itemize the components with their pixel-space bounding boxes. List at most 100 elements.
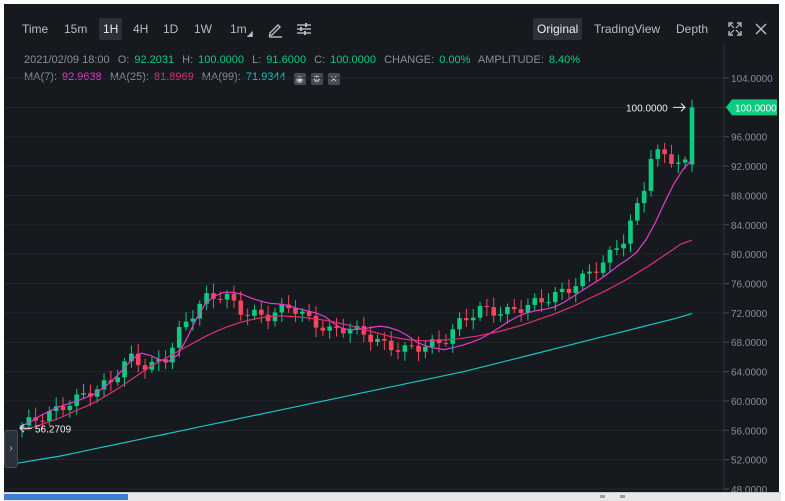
time-tab[interactable]: Time <box>22 22 49 36</box>
change-label: CHANGE: <box>384 54 435 66</box>
candle-down <box>464 318 469 321</box>
candle-up <box>457 318 462 330</box>
candle-up <box>423 346 428 352</box>
candle-down <box>341 328 346 334</box>
interval-1d[interactable]: 1D <box>163 22 179 36</box>
view-tradingview[interactable]: TradingView <box>594 22 661 36</box>
candle-up <box>122 361 127 378</box>
candle-down <box>539 298 544 303</box>
fullscreen-icon[interactable] <box>724 18 746 40</box>
candle-up <box>327 326 332 331</box>
ma-info-row: MA(7): 92.9638 MA(25): 81.8969 MA(99): 71.9… <box>24 71 345 85</box>
scrollbar-grip <box>620 495 625 498</box>
candle-date: 2021/02/09 18:00 <box>24 54 110 66</box>
candle-up <box>600 262 606 273</box>
candle-up <box>67 405 73 411</box>
candle-down <box>313 315 319 328</box>
low-value: 91.6000 <box>266 54 307 66</box>
candle-down <box>135 353 141 366</box>
candle-down <box>484 305 490 308</box>
low-marker-arrow-icon <box>19 423 32 433</box>
high-label: H: <box>182 54 194 66</box>
scrollbar-grip <box>600 495 605 498</box>
open-label: O: <box>117 54 130 66</box>
chart-toolbar: Time 15m 1H 4H 1D 1W 1m◢ Original Tradin… <box>4 4 779 44</box>
candle-up <box>204 293 209 304</box>
interval-1h[interactable]: 1H <box>99 18 123 40</box>
interval-4h[interactable]: 4H <box>133 22 149 36</box>
horizontal-scrollbar[interactable] <box>4 492 781 501</box>
high-marker-arrow-icon <box>673 103 686 112</box>
candle-up <box>101 380 107 390</box>
y-axis-tick-label: 80.0000 <box>731 250 768 261</box>
ma-line-ma7 <box>21 159 693 427</box>
draw-pencil-icon[interactable] <box>264 18 286 40</box>
candle-up <box>587 271 592 274</box>
candle-down <box>491 307 497 316</box>
ma7-label: MA(7): <box>24 71 57 83</box>
candle-up <box>429 339 435 347</box>
candle-down <box>211 293 216 299</box>
close-icon[interactable] <box>750 18 772 40</box>
ohlc-info-row: 2021/02/09 18:00 O: 92.2031 H: 100.0000 L:… <box>24 54 585 66</box>
candle-up <box>648 158 654 191</box>
y-axis-tick-label: 88.0000 <box>731 191 768 202</box>
candlestick-chart[interactable]: 104.0000 100.0000 96.0000 92.0000 88.0000 84.… <box>4 4 779 492</box>
high-price-marker: 100.0000 <box>626 103 668 114</box>
candle-up <box>272 312 278 322</box>
y-axis-tick-label: 60.0000 <box>731 397 768 408</box>
candle-down <box>416 345 421 352</box>
candle-up <box>129 353 134 362</box>
ma-line-ma99 <box>7 313 693 466</box>
interval-more-dropdown[interactable]: 1m◢ <box>226 18 257 40</box>
candle-down <box>443 343 449 345</box>
amplitude-value: 8.40% <box>548 54 581 66</box>
candle-down <box>518 309 524 313</box>
candle-down <box>217 298 223 300</box>
candle-up <box>689 107 695 165</box>
ma-line-ma25 <box>21 239 693 431</box>
y-axis-tick-label: 92.0000 <box>731 162 768 173</box>
candle-down <box>88 393 93 397</box>
candle-down <box>566 288 572 293</box>
candle-up <box>635 203 640 221</box>
side-panel-handle[interactable]: › <box>4 430 18 468</box>
scrollbar-thumb[interactable] <box>4 494 128 500</box>
candle-down <box>361 325 367 335</box>
y-axis-tick-label: 56.0000 <box>731 426 768 437</box>
candle-up <box>74 394 79 406</box>
y-axis-tick-label: 72.0000 <box>731 309 768 320</box>
candle-up <box>607 249 613 263</box>
interval-1w[interactable]: 1W <box>194 22 212 36</box>
low-price-marker: 56.2709 <box>35 424 72 435</box>
eye-icon[interactable]: ◉ <box>293 73 306 85</box>
dropdown-corner-icon: ◢ <box>246 29 253 38</box>
candle-down <box>388 340 394 351</box>
settings-icon[interactable]: ⚙ <box>310 73 323 85</box>
candle-up <box>628 220 633 244</box>
candle-up <box>573 286 579 293</box>
candle-up <box>505 307 510 315</box>
candle-up <box>176 327 182 348</box>
candle-up <box>224 293 230 300</box>
candle-up <box>197 303 203 319</box>
candle-up <box>552 292 558 303</box>
close-icon[interactable]: ✕ <box>327 73 340 85</box>
amplitude-label: AMPLITUDE: <box>477 54 544 66</box>
candle-down <box>436 339 442 344</box>
interval-15m[interactable]: 15m <box>64 22 88 36</box>
view-depth[interactable]: Depth <box>676 22 709 36</box>
candle-down <box>142 365 148 370</box>
candle-up <box>525 304 531 313</box>
view-original[interactable]: Original <box>533 18 583 40</box>
ma99-label: MA(99): <box>201 71 241 83</box>
candle-up <box>655 149 661 159</box>
candle-up <box>347 328 353 334</box>
open-value: 92.2031 <box>134 54 175 66</box>
low-label: L: <box>252 54 262 66</box>
candle-down <box>306 311 312 316</box>
candle-up <box>546 302 551 304</box>
indicator-settings-icon[interactable] <box>293 18 315 40</box>
close-value: 100.0000 <box>330 54 377 66</box>
candle-down <box>662 149 667 155</box>
